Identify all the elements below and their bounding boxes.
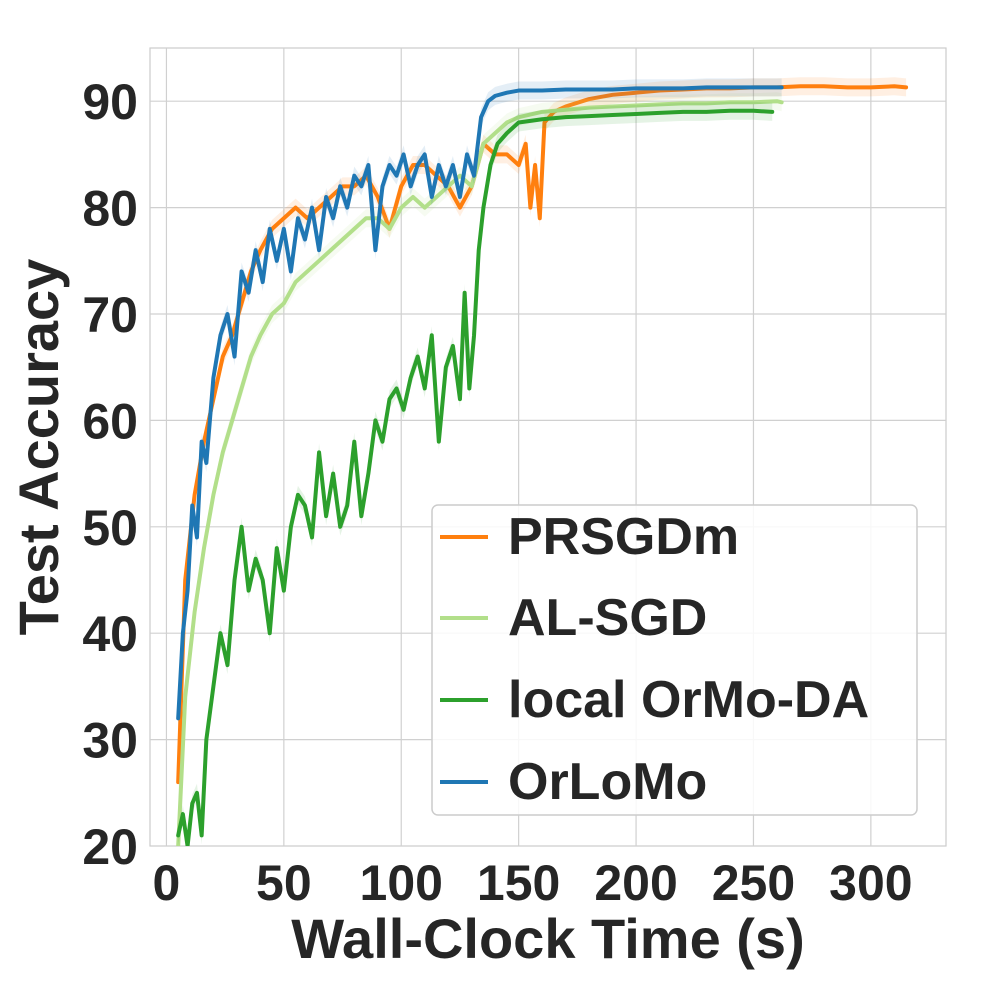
y-tick-label: 40	[82, 606, 138, 662]
tick-labels: 0 50 100 150 200 250 300 20 30 40 50 60 70 80 90	[82, 74, 912, 911]
y-tick-label: 50	[82, 500, 138, 556]
legend-label-local-ormo-da: local OrMo-DA	[508, 671, 869, 729]
x-tick-label: 100	[360, 855, 443, 911]
x-tick-label: 300	[829, 855, 912, 911]
x-axis-label: Wall-Clock Time (s)	[291, 907, 804, 970]
legend-label-orlomo: OrLoMo	[508, 753, 707, 811]
y-tick-label: 20	[82, 819, 138, 875]
legend-box	[431, 504, 918, 816]
x-tick-label: 50	[256, 855, 312, 911]
y-tick-label: 60	[82, 393, 138, 449]
y-tick-label: 70	[82, 287, 138, 343]
y-axis-label: Test Accuracy	[7, 259, 70, 636]
series-layer	[176, 77, 909, 846]
series-line-3	[176, 85, 784, 721]
x-tick-label: 0	[153, 855, 181, 911]
x-tick-label: 250	[712, 855, 795, 911]
legend: PRSGDm AL-SGD local OrMo-DA OrLoMo	[431, 504, 918, 816]
series-line-2	[176, 108, 775, 846]
y-tick-label: 90	[82, 74, 138, 130]
y-tick-label: 80	[82, 181, 138, 237]
x-tick-label: 150	[477, 855, 560, 911]
legend-label-al-sgd: AL-SGD	[508, 589, 707, 647]
x-tick-label: 200	[594, 855, 677, 911]
y-tick-label: 30	[82, 713, 138, 769]
series-line-1	[176, 99, 784, 846]
legend-label-prsgdm: PRSGDm	[508, 508, 739, 566]
